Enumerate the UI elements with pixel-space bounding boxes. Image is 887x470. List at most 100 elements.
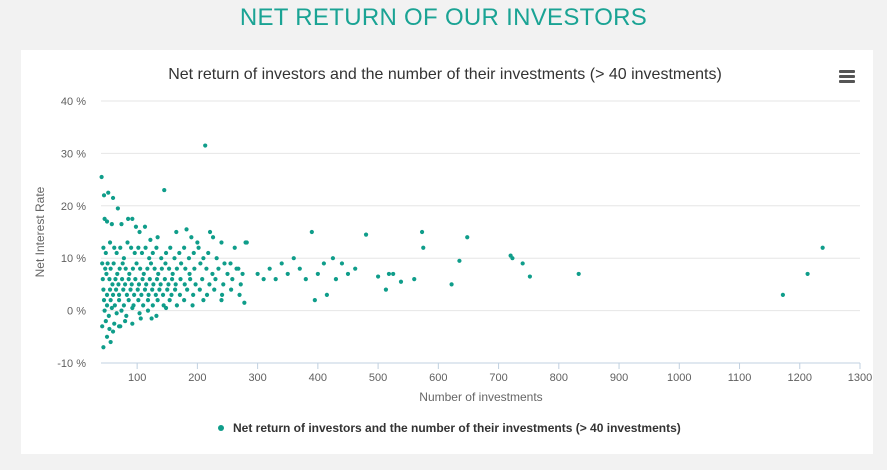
data-point[interactable] xyxy=(130,321,135,326)
data-point[interactable] xyxy=(193,282,198,287)
data-point[interactable] xyxy=(230,277,235,282)
data-point[interactable] xyxy=(182,282,187,287)
hamburger-menu-icon[interactable] xyxy=(837,69,857,85)
data-point[interactable] xyxy=(130,305,135,311)
data-point[interactable] xyxy=(383,287,389,292)
data-point[interactable] xyxy=(138,266,143,271)
data-point[interactable] xyxy=(121,256,126,261)
data-point[interactable] xyxy=(100,277,105,282)
data-point[interactable] xyxy=(213,277,218,282)
data-point[interactable] xyxy=(110,195,116,201)
data-point[interactable] xyxy=(147,256,152,261)
data-point[interactable] xyxy=(185,287,190,292)
data-point[interactable] xyxy=(203,143,208,148)
data-point[interactable] xyxy=(527,274,532,279)
data-point[interactable] xyxy=(148,237,153,242)
data-point[interactable] xyxy=(303,277,308,282)
data-point[interactable] xyxy=(142,287,148,292)
data-point[interactable] xyxy=(115,206,120,211)
data-point[interactable] xyxy=(103,250,108,256)
data-point[interactable] xyxy=(805,271,810,277)
data-point[interactable] xyxy=(139,292,144,297)
data-point[interactable] xyxy=(102,308,107,313)
data-point[interactable] xyxy=(177,292,183,297)
data-point[interactable] xyxy=(108,298,113,303)
data-point[interactable] xyxy=(204,292,210,297)
data-point[interactable] xyxy=(279,261,284,266)
data-point[interactable] xyxy=(137,311,142,316)
data-point[interactable] xyxy=(375,274,381,279)
data-point[interactable] xyxy=(114,311,119,316)
data-point[interactable] xyxy=(166,266,172,271)
data-point[interactable] xyxy=(449,282,454,287)
data-point[interactable] xyxy=(192,266,197,271)
data-point[interactable] xyxy=(163,305,169,311)
data-point[interactable] xyxy=(119,308,124,313)
data-point[interactable] xyxy=(191,292,196,297)
data-point[interactable] xyxy=(101,245,106,250)
data-point[interactable] xyxy=(144,282,149,287)
data-point[interactable] xyxy=(104,334,110,339)
data-point[interactable] xyxy=(152,266,157,271)
data-point[interactable] xyxy=(166,282,171,287)
data-point[interactable] xyxy=(103,318,108,324)
data-point[interactable] xyxy=(204,266,209,271)
data-point[interactable] xyxy=(136,298,141,303)
data-point[interactable] xyxy=(339,261,345,266)
data-point[interactable] xyxy=(135,287,140,292)
data-point[interactable] xyxy=(115,271,120,277)
data-point[interactable] xyxy=(169,292,174,297)
data-point[interactable] xyxy=(197,287,202,292)
data-point[interactable] xyxy=(237,292,242,297)
data-point[interactable] xyxy=(219,240,224,245)
data-point[interactable] xyxy=(324,292,329,297)
data-point[interactable] xyxy=(309,229,314,235)
data-point[interactable] xyxy=(99,174,104,180)
data-point[interactable] xyxy=(210,271,215,277)
data-point[interactable] xyxy=(132,250,137,256)
data-point[interactable] xyxy=(141,303,146,308)
data-point[interactable] xyxy=(156,271,161,277)
data-point[interactable] xyxy=(321,261,326,266)
data-point[interactable] xyxy=(108,266,113,271)
data-point[interactable] xyxy=(126,277,131,282)
data-point[interactable] xyxy=(110,292,116,297)
data-point[interactable] xyxy=(238,282,243,287)
data-point[interactable] xyxy=(145,308,151,313)
data-point[interactable] xyxy=(195,240,200,245)
data-point[interactable] xyxy=(120,261,125,266)
data-point[interactable] xyxy=(116,292,122,297)
data-point[interactable] xyxy=(190,303,195,308)
data-point[interactable] xyxy=(222,261,227,266)
data-point[interactable] xyxy=(189,235,194,240)
data-point[interactable] xyxy=(242,300,247,305)
data-point[interactable] xyxy=(145,266,150,271)
data-point[interactable] xyxy=(167,298,172,303)
data-point[interactable] xyxy=(119,277,125,282)
data-point[interactable] xyxy=(234,266,239,271)
data-point[interactable] xyxy=(107,277,112,282)
data-point[interactable] xyxy=(154,277,160,282)
data-point[interactable] xyxy=(101,287,106,292)
data-point[interactable] xyxy=(330,256,336,261)
data-point[interactable] xyxy=(297,266,302,271)
data-point[interactable] xyxy=(129,282,134,287)
data-point[interactable] xyxy=(169,277,175,282)
data-point[interactable] xyxy=(114,250,119,256)
data-point[interactable] xyxy=(111,261,116,266)
data-point[interactable] xyxy=(141,271,146,277)
data-point[interactable] xyxy=(112,245,117,250)
data-point[interactable] xyxy=(412,277,417,282)
data-point[interactable] xyxy=(191,250,196,256)
data-point[interactable] xyxy=(155,235,160,240)
data-point[interactable] xyxy=(109,305,114,311)
data-point[interactable] xyxy=(219,292,225,297)
data-point[interactable] xyxy=(103,266,108,271)
data-point[interactable] xyxy=(177,250,182,256)
data-point[interactable] xyxy=(780,292,785,297)
data-point[interactable] xyxy=(291,256,296,261)
data-point[interactable] xyxy=(345,271,351,277)
data-point[interactable] xyxy=(105,261,110,266)
data-point[interactable] xyxy=(172,287,178,292)
data-point[interactable] xyxy=(465,235,470,240)
